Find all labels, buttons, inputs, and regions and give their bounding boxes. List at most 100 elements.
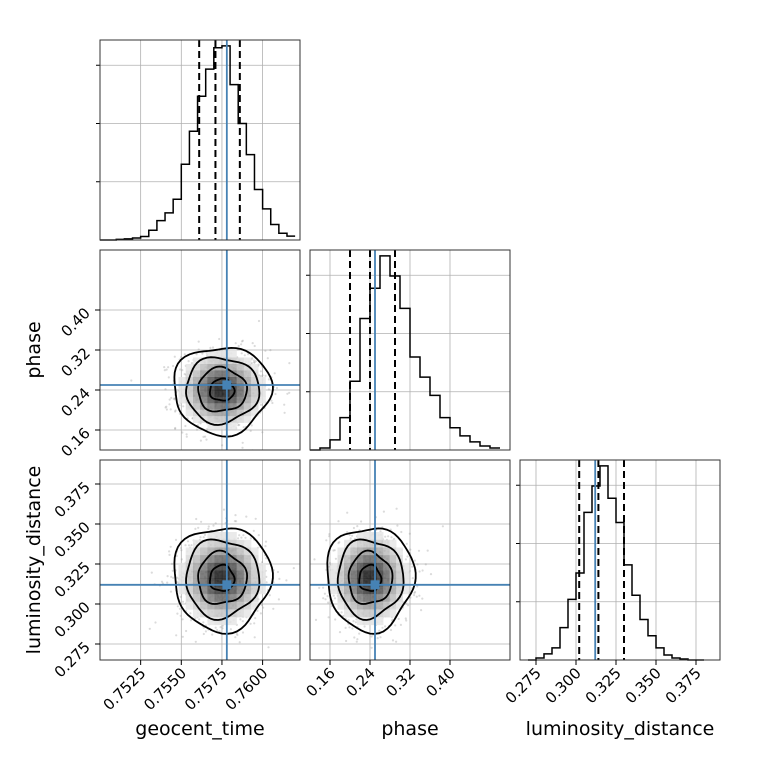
density-cell	[178, 396, 187, 404]
density-cell	[363, 617, 371, 626]
density-cell	[185, 593, 194, 602]
sample-point	[292, 567, 295, 570]
sample-point	[347, 619, 350, 622]
sample-point	[413, 594, 416, 597]
sample-point	[267, 378, 270, 381]
density-cell	[331, 570, 338, 579]
sample-point	[264, 540, 268, 543]
density-cell	[200, 570, 208, 579]
sample-point	[204, 630, 207, 633]
density-cell	[236, 370, 244, 378]
sample-point	[324, 598, 327, 601]
sample-point	[166, 575, 169, 578]
sample-point	[325, 539, 328, 542]
density-cell	[236, 570, 244, 579]
sample-point	[205, 351, 208, 354]
sample-point	[247, 353, 250, 356]
density-cell	[222, 370, 230, 378]
sample-point	[241, 441, 244, 444]
sample-point	[399, 623, 402, 627]
density-cell	[243, 364, 252, 371]
sample-point	[180, 558, 183, 561]
density-cell	[236, 562, 244, 571]
truth-marker	[222, 580, 232, 590]
density-cell	[258, 562, 266, 571]
density-cell	[402, 578, 410, 587]
density-cell	[214, 370, 223, 378]
sample-point	[415, 595, 418, 598]
sample-point	[348, 626, 351, 629]
x-tick-label: 0.275	[502, 664, 545, 707]
sample-point	[211, 633, 214, 636]
sample-point	[251, 342, 254, 345]
density-cell	[243, 539, 252, 548]
density-cell	[243, 609, 252, 618]
density-cell	[243, 403, 252, 410]
density-cell	[389, 578, 397, 587]
sample-point	[168, 403, 171, 406]
density-cell	[331, 586, 338, 595]
density-cell	[222, 539, 230, 548]
sample-point	[267, 646, 270, 649]
sample-point	[351, 627, 354, 630]
density-cell	[389, 593, 397, 602]
sample-point	[304, 566, 306, 568]
panel-content	[304, 460, 510, 660]
density-cell	[376, 586, 384, 595]
sample-point	[355, 640, 358, 643]
density-cell	[258, 570, 266, 579]
contour-level	[197, 365, 249, 413]
density-cell	[222, 377, 230, 384]
sample-point	[184, 424, 187, 428]
y-tick-label: 0.325	[51, 558, 94, 601]
density-cell	[207, 364, 216, 371]
density-cell	[250, 570, 259, 579]
panel-frame	[519, 459, 721, 661]
density-cell	[363, 532, 371, 541]
density-cell	[236, 383, 244, 391]
density-cell	[214, 532, 223, 541]
sample-point	[334, 557, 337, 560]
sample-point	[174, 427, 177, 430]
density-cell	[383, 601, 390, 610]
sample-point	[237, 344, 240, 348]
density-cell	[344, 547, 351, 556]
panel-frame	[309, 249, 511, 451]
density-cell	[193, 570, 201, 579]
density-cell	[344, 570, 351, 579]
sample-point	[252, 359, 255, 362]
density-cell	[200, 601, 208, 610]
sample-point	[216, 629, 219, 632]
sample-point	[264, 374, 267, 377]
sample-point	[218, 337, 221, 341]
density-cell	[363, 609, 371, 618]
sample-point	[376, 637, 379, 640]
sample-point	[405, 602, 408, 605]
sample-point	[426, 549, 429, 552]
contour-level	[185, 356, 261, 426]
contour-level	[197, 549, 249, 605]
density-cell	[250, 547, 259, 556]
sample-point	[174, 409, 177, 412]
density-cell	[193, 377, 201, 384]
sample-point	[265, 557, 268, 560]
density-cell	[222, 409, 230, 417]
density-cell	[258, 390, 266, 397]
sample-point	[168, 553, 171, 557]
sample-point	[219, 626, 222, 629]
sample-point	[384, 625, 387, 628]
contour-level	[185, 538, 261, 621]
sample-point	[405, 542, 408, 545]
sample-point	[288, 362, 291, 365]
sample-point	[328, 533, 331, 536]
density-cell	[185, 578, 194, 587]
density-cell	[185, 403, 194, 410]
histogram-panel-luminosity_distance	[516, 459, 721, 661]
sample-point	[352, 526, 355, 530]
sample-point	[165, 368, 168, 371]
density-cell	[214, 578, 223, 587]
x-tick-label: 0.7575	[181, 664, 231, 714]
density-cell	[357, 555, 364, 564]
density-cell	[229, 601, 237, 610]
